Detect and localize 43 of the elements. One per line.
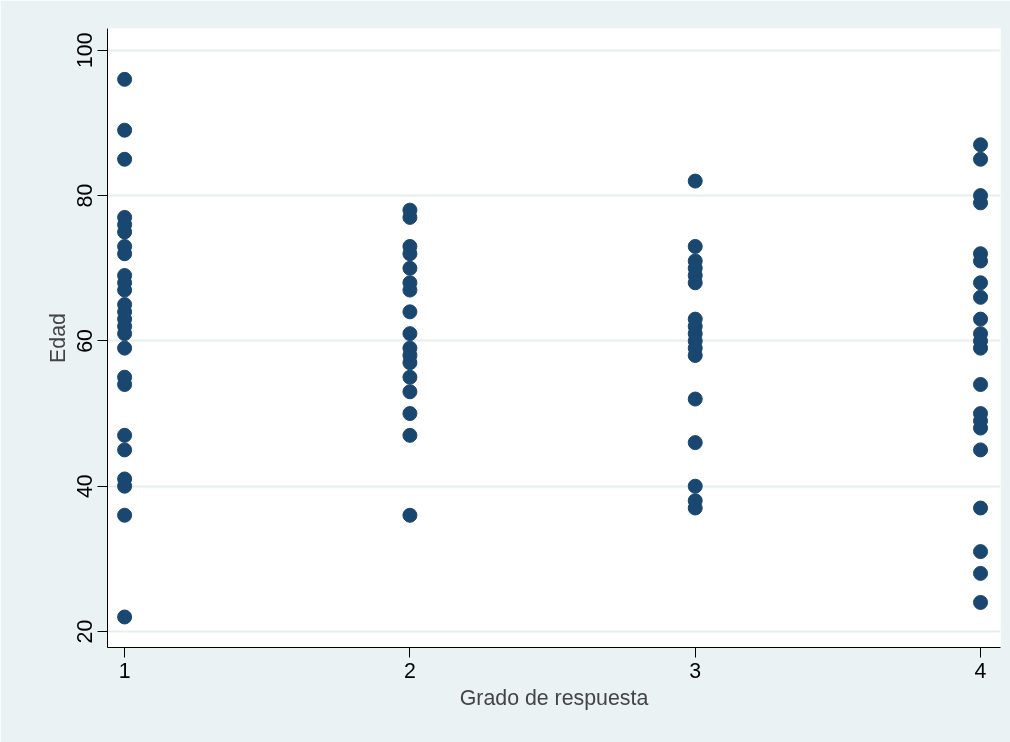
point: [402, 384, 418, 400]
point: [973, 137, 989, 153]
point: [973, 594, 989, 610]
point: [687, 435, 703, 451]
point: [402, 369, 418, 385]
y-tick-label: 80: [73, 183, 98, 208]
point: [973, 442, 989, 458]
point: [117, 340, 133, 356]
point: [117, 609, 133, 625]
point: [117, 427, 133, 443]
point: [117, 71, 133, 87]
point: [402, 326, 418, 342]
point: [402, 427, 418, 443]
y-axis-title: Edad: [45, 313, 70, 363]
x-tick-label: 2: [403, 658, 416, 683]
x-tick-label: 3: [689, 658, 702, 683]
point: [402, 304, 418, 320]
point: [687, 173, 703, 189]
point: [973, 311, 989, 327]
point: [117, 507, 133, 523]
point: [402, 260, 418, 276]
point: [973, 289, 989, 305]
point: [973, 544, 989, 560]
y-tick-label: 40: [73, 474, 98, 499]
point: [117, 442, 133, 458]
point: [117, 122, 133, 138]
point: [687, 478, 703, 494]
point: [687, 391, 703, 407]
x-tick-label: 4: [974, 658, 987, 683]
x-axis-title: Grado de respuesta: [459, 685, 649, 710]
point: [117, 151, 133, 167]
point: [973, 500, 989, 516]
y-tick-label: 60: [73, 328, 98, 353]
point: [402, 507, 418, 523]
point: [687, 238, 703, 254]
point: [973, 377, 989, 392]
point: [973, 565, 989, 581]
y-tick-label: 100: [73, 32, 98, 69]
point: [973, 151, 989, 167]
x-tick-label: 1: [118, 658, 131, 683]
point: [402, 406, 418, 422]
point: [973, 275, 989, 291]
y-tick-label: 20: [73, 619, 98, 644]
